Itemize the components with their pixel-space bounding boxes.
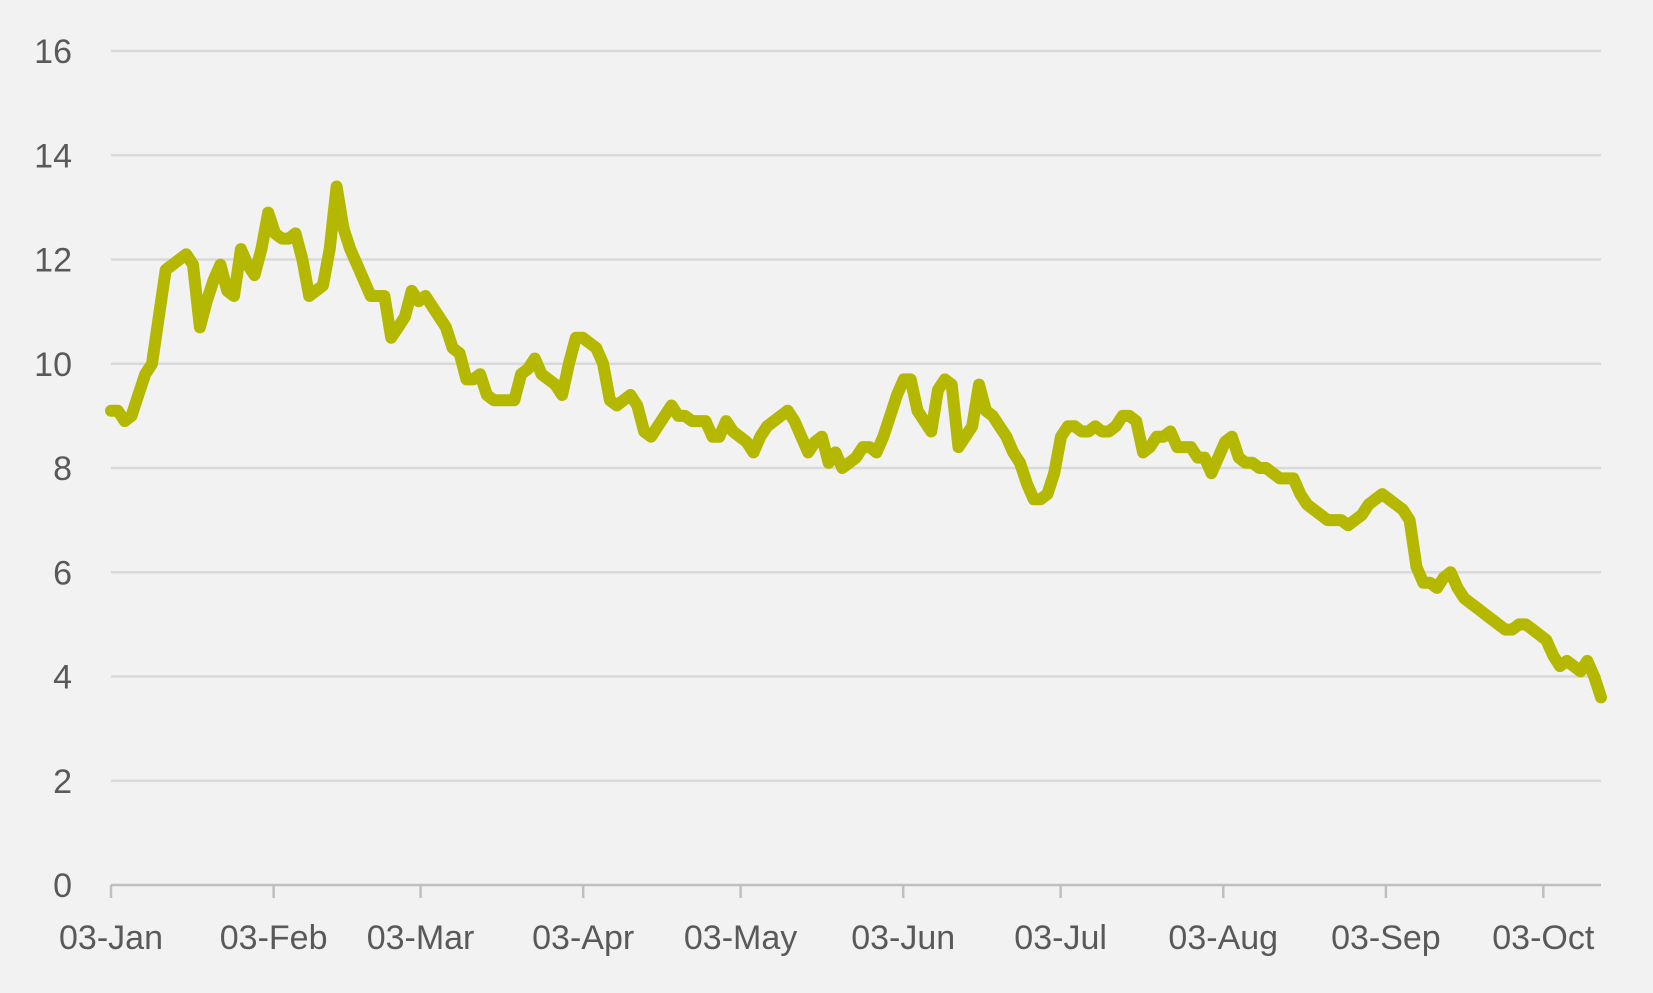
x-tick-label: 03-Mar bbox=[367, 919, 475, 957]
x-tick-label: 03-Aug bbox=[1168, 919, 1278, 957]
y-tick-label: 14 bbox=[34, 137, 72, 175]
x-tick-label: 03-Jan bbox=[59, 919, 163, 957]
x-tick-label: 03-Oct bbox=[1492, 919, 1595, 957]
y-tick-label: 6 bbox=[53, 554, 72, 592]
series-line bbox=[105, 180, 1607, 704]
y-tick-label: 4 bbox=[53, 659, 72, 697]
y-axis-labels: 0 2 4 6 8 10 12 14 16 bbox=[34, 33, 72, 905]
x-tick-label: 03-Feb bbox=[220, 919, 328, 957]
x-tick-label: 03-Sep bbox=[1331, 919, 1441, 957]
y-tick-label: 2 bbox=[53, 763, 72, 801]
series-group bbox=[105, 180, 1607, 704]
y-tick-label: 16 bbox=[34, 33, 72, 71]
y-tick-label: 10 bbox=[34, 346, 72, 384]
y-tick-label: 0 bbox=[53, 867, 72, 905]
x-tick-label: 03-Apr bbox=[532, 919, 634, 957]
x-axis bbox=[109, 883, 1601, 898]
x-tick-label: 03-Jun bbox=[851, 919, 955, 957]
x-axis-labels: 03-Jan 03-Feb 03-Mar 03-Apr 03-May 03-Jun 03-J… bbox=[59, 919, 1595, 957]
x-tick-label: 03-May bbox=[684, 919, 797, 957]
x-tick-label: 03-Jul bbox=[1014, 919, 1107, 957]
y-tick-label: 8 bbox=[53, 450, 72, 488]
y-tick-label: 12 bbox=[34, 242, 72, 280]
